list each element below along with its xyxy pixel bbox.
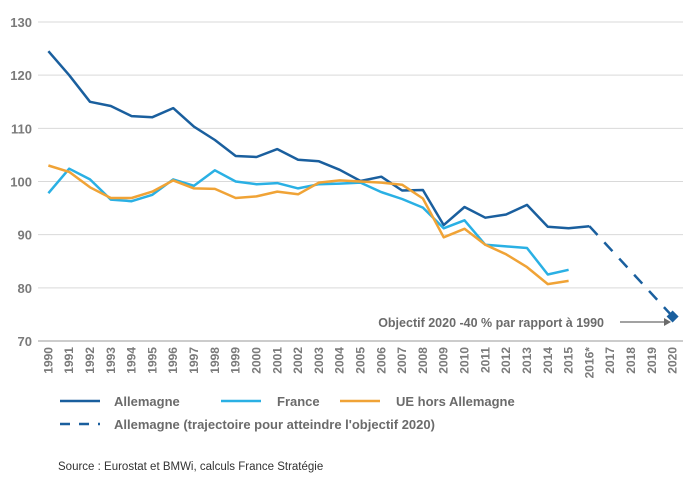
x-tick-2002: 2002: [291, 347, 305, 374]
y-tick-100: 100: [10, 175, 32, 190]
x-tick-1997: 1997: [187, 347, 201, 374]
x-tick-2012: 2012: [499, 347, 513, 374]
series-trajectoire: [588, 225, 679, 323]
x-tick-2011: 2011: [478, 347, 492, 373]
objective-marker: [666, 310, 679, 323]
legend-item-france: France: [221, 394, 320, 409]
y-tick-80: 80: [18, 281, 32, 296]
x-tick-1998: 1998: [208, 347, 222, 374]
x-tick-2005: 2005: [354, 347, 368, 374]
x-tick-2013: 2013: [520, 347, 534, 374]
series-france: [47, 167, 569, 276]
objective-arrow: [620, 318, 671, 326]
x-tick-2008: 2008: [416, 347, 430, 374]
x-tick-2003: 2003: [312, 347, 326, 374]
series-ue-hors-allemagne: [48, 164, 569, 286]
series-allemagne: [47, 50, 590, 230]
legend-label-france: France: [277, 394, 320, 409]
y-tick-70: 70: [18, 334, 32, 349]
x-tick-2007: 2007: [395, 347, 409, 374]
y-tick-120: 120: [10, 68, 32, 83]
x-axis: 1990 1991 1992 1993 1994 1995 1996 1997 1998 1999…: [41, 347, 679, 379]
x-tick-2000: 2000: [249, 347, 263, 374]
x-tick-1992: 1992: [83, 347, 97, 374]
legend-label-trajectoire: Allemagne (trajectoire pour atteindre l'…: [114, 417, 435, 432]
x-tick-2006: 2006: [374, 347, 388, 374]
x-tick-2019: 2019: [645, 347, 659, 374]
series-lines: [47, 50, 679, 323]
x-tick-2018: 2018: [624, 347, 638, 374]
line-trajectoire: [588, 225, 674, 318]
legend-item-trajectoire: Allemagne (trajectoire pour atteindre l'…: [60, 417, 435, 432]
x-tick-1990: 1990: [41, 347, 55, 374]
x-tick-1991: 1991: [62, 347, 76, 374]
y-tick-110: 110: [11, 121, 32, 136]
x-tick-2004: 2004: [333, 347, 347, 374]
x-tick-2016star: 2016*: [582, 347, 596, 379]
grid-lines: [38, 21, 683, 342]
legend-item-allemagne: Allemagne: [60, 394, 180, 409]
x-tick-2014: 2014: [541, 347, 555, 374]
x-tick-1995: 1995: [145, 347, 159, 374]
x-tick-2015: 2015: [562, 347, 576, 374]
objective-annotation: Objectif 2020 -40 % par rapport à 1990: [378, 316, 604, 330]
x-tick-2001: 2001: [270, 347, 284, 374]
line-france: [47, 167, 569, 276]
x-tick-1996: 1996: [166, 347, 180, 374]
legend-label-ue: UE hors Allemagne: [396, 394, 515, 409]
x-tick-1993: 1993: [104, 347, 118, 374]
y-tick-90: 90: [18, 228, 32, 243]
legend: Allemagne France UE hors Allemagne Allem…: [60, 394, 515, 432]
x-tick-1999: 1999: [229, 347, 243, 374]
y-tick-130: 130: [10, 15, 32, 30]
x-tick-2017: 2017: [603, 347, 617, 374]
x-tick-2020: 2020: [666, 347, 680, 374]
x-tick-1994: 1994: [125, 347, 139, 374]
x-tick-2009: 2009: [437, 347, 451, 374]
legend-item-ue: UE hors Allemagne: [340, 394, 515, 409]
x-tick-2010: 2010: [458, 347, 472, 374]
line-ue-hors-allemagne: [48, 164, 569, 286]
y-axis: 130 120 110 100 90 80 70: [10, 15, 32, 349]
legend-label-allemagne: Allemagne: [114, 394, 180, 409]
source-note: Source : Eurostat et BMWi, calculs Franc…: [58, 461, 323, 473]
